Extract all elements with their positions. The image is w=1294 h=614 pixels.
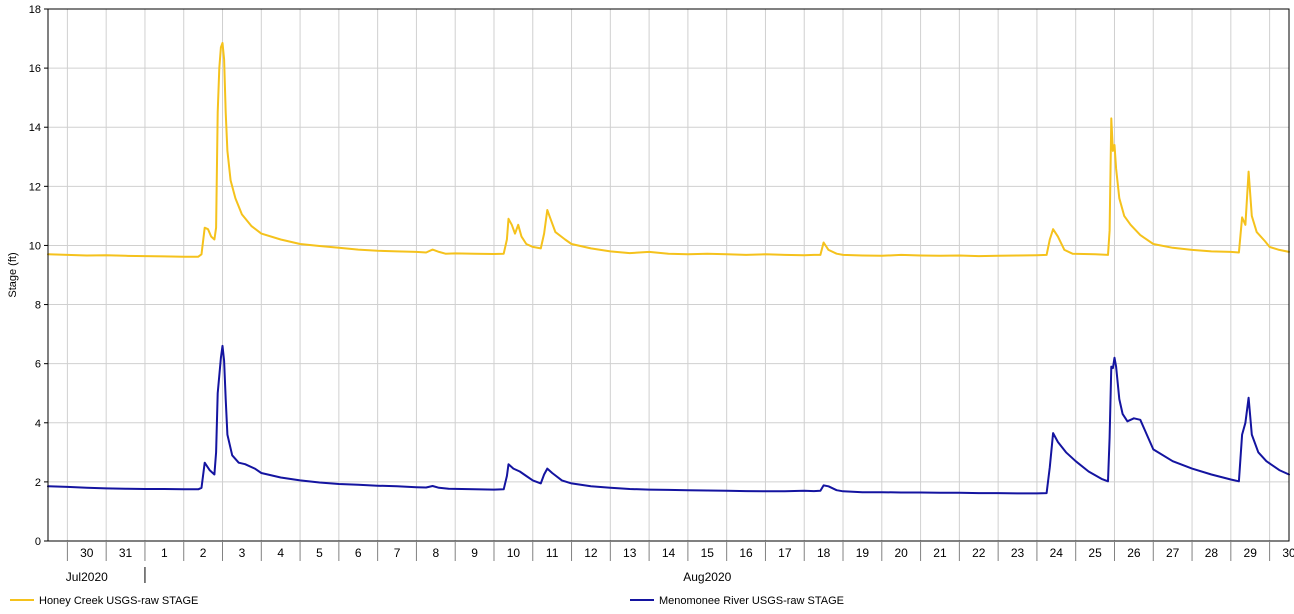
x-tick-label: 1	[161, 546, 168, 560]
x-tick-label: 23	[1011, 546, 1025, 560]
y-tick-label: 0	[35, 536, 41, 548]
x-tick-label: 25	[1088, 546, 1102, 560]
x-tick-label: 8	[432, 546, 439, 560]
legend-label: Menomonee River USGS-raw STAGE	[659, 595, 844, 607]
x-tick-label: 2	[200, 546, 207, 560]
x-tick-label: 26	[1127, 546, 1141, 560]
x-tick-label: 5	[316, 546, 323, 560]
x-tick-label: 10	[507, 546, 521, 560]
x-tick-label: 29	[1244, 546, 1258, 560]
x-tick-label: 12	[584, 546, 598, 560]
month-labels: Jul2020 Aug2020	[66, 567, 732, 584]
y-tick-label: 8	[35, 300, 41, 312]
x-tick-label: 22	[972, 546, 986, 560]
month-label: Aug2020	[683, 570, 731, 584]
x-tick-label: 14	[662, 546, 676, 560]
x-tick-label: 17	[778, 546, 792, 560]
series-lines	[47, 42, 1290, 495]
y-tick-label: 10	[29, 240, 41, 252]
x-tick-label: 24	[1050, 546, 1064, 560]
x-tick-label: 11	[546, 546, 559, 560]
x-tick-label: 20	[895, 546, 909, 560]
x-tick-label: 7	[394, 546, 401, 560]
y-tick-label: 2	[35, 477, 41, 489]
x-tick-label: 15	[701, 546, 715, 560]
series-line	[47, 42, 1290, 258]
legend: Honey Creek USGS-raw STAGE Menomonee Rive…	[10, 595, 844, 607]
y-tick-label: 16	[29, 63, 41, 75]
y-axis-label: Stage (ft)	[7, 252, 19, 297]
x-tick-label: 28	[1205, 546, 1219, 560]
x-tick-label: 21	[933, 546, 947, 560]
x-tick-label: 4	[277, 546, 284, 560]
grid	[48, 9, 1289, 541]
x-tick-labels: 30 31 1 2 3 4 5 6 7 8 9 10 11 12 13 14 15 16 17 18 19 20 21 22 2…	[66, 541, 1294, 561]
y-tick-label: 4	[35, 418, 41, 430]
x-tick-label: 16	[739, 546, 753, 560]
y-tick-label: 18	[29, 4, 41, 16]
month-label: Jul2020	[66, 570, 108, 584]
x-tick-label: 19	[856, 546, 870, 560]
x-tick-label: 6	[355, 546, 362, 560]
y-tick-label: 6	[35, 359, 41, 371]
x-tick-label: 27	[1166, 546, 1180, 560]
x-tick-label: 18	[817, 546, 831, 560]
x-tick-label: 30	[80, 546, 94, 560]
x-tick-label: 3	[239, 546, 246, 560]
x-tick-label: 13	[623, 546, 637, 560]
series-line	[47, 344, 1290, 495]
y-tick-label: 12	[29, 181, 41, 193]
x-tick-label: 30	[1282, 546, 1294, 560]
axes: Stage (ft)	[7, 8, 1290, 542]
x-tick-label: 9	[471, 546, 478, 560]
y-tick-label: 14	[29, 122, 41, 134]
legend-label: Honey Creek USGS-raw STAGE	[39, 595, 198, 607]
plot-frame	[47, 8, 1290, 542]
x-tick-label: 31	[119, 546, 133, 560]
y-tick-labels: 0 2 4 6 8 10 12 14 16 18	[29, 4, 48, 548]
